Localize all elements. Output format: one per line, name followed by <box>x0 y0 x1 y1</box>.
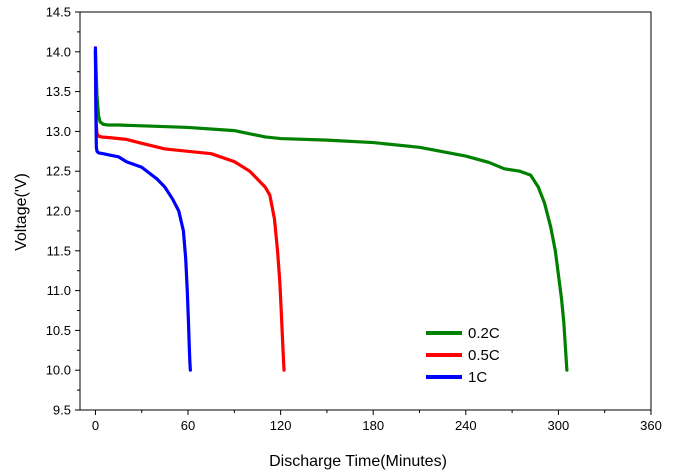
plot-frame <box>79 11 652 411</box>
y-tick-label: 13.5 <box>46 84 71 99</box>
y-tick-label: 12.0 <box>46 204 71 219</box>
y-tick-label: 9.5 <box>53 403 71 418</box>
series-line-0-2c <box>93 50 569 372</box>
y-tick-label: 13.0 <box>46 124 71 139</box>
y-axis-title: Voltage(ʹV) <box>13 173 30 251</box>
series-line-1c <box>93 46 192 372</box>
x-tick-label: 180 <box>362 418 384 433</box>
series-line-0-5c <box>93 50 286 372</box>
y-tick-label: 10.0 <box>46 363 71 378</box>
legend: 0.2C 0.5C 1C <box>426 325 500 386</box>
series-lines <box>93 46 569 372</box>
x-tick-label: 360 <box>640 418 662 433</box>
legend-label: 0.5C <box>468 347 500 364</box>
x-tick-label: 240 <box>455 418 477 433</box>
y-tick-label: 11.5 <box>47 243 71 258</box>
x-tick-label: 60 <box>181 418 195 433</box>
legend-label: 1C <box>468 369 487 386</box>
y-tick-label: 14.0 <box>46 44 71 59</box>
x-tick-label: 120 <box>270 418 292 433</box>
x-axis-title: Discharge Time(Minutes) <box>269 453 447 470</box>
tick-labels: 0 60 120 180 240 300 360 9.5 10.0 10.5 11.0 11.5 12.… <box>46 5 662 434</box>
legend-label: 0.2C <box>468 325 500 342</box>
x-tick-label: 300 <box>548 418 570 433</box>
y-tick-label: 12.5 <box>46 164 71 179</box>
y-tick-label: 14.5 <box>46 5 71 20</box>
y-tick-label: 11.0 <box>47 283 71 298</box>
y-tick-label: 10.5 <box>46 323 71 338</box>
x-tick-label: 0 <box>92 418 99 433</box>
